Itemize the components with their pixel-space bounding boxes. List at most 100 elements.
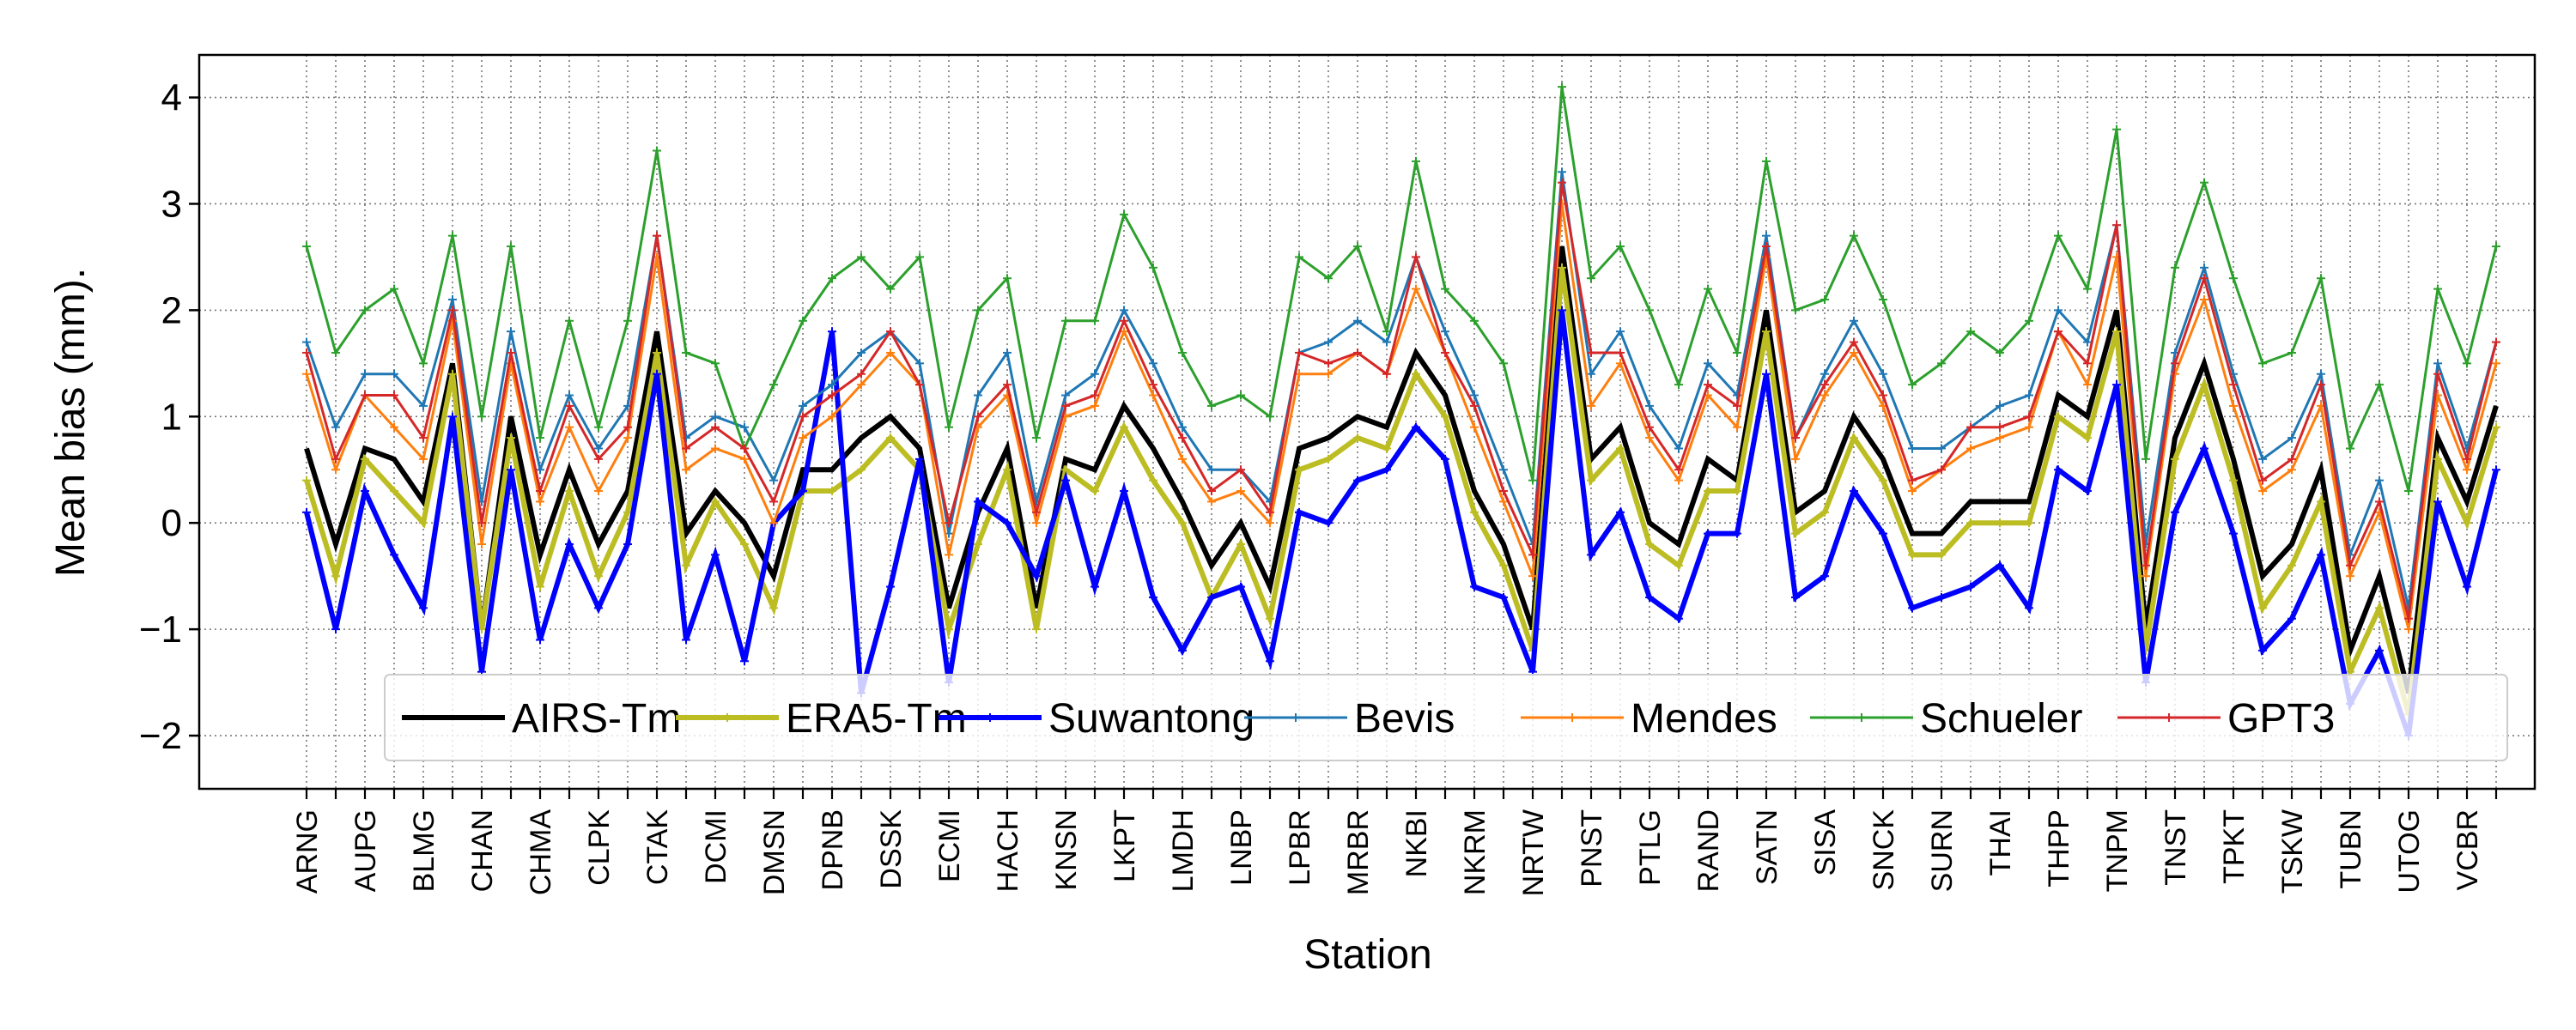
data-point-marker [1674, 560, 1683, 570]
legend-entry-bevis: Bevis [1244, 696, 1455, 742]
data-point-marker [477, 518, 486, 528]
data-point-marker [2433, 497, 2442, 506]
data-point-marker [1266, 412, 1274, 421]
data-point-marker [2433, 359, 2442, 368]
data-point-marker [886, 582, 895, 591]
data-point-marker [2258, 603, 2267, 613]
data-point-marker [1499, 487, 1508, 496]
x-tick-label: KNSN [1050, 809, 1083, 890]
data-point-marker [1674, 444, 1683, 453]
x-tick-label: NKBI [1400, 809, 1433, 877]
data-point-marker [2054, 412, 2063, 421]
data-point-marker [1558, 263, 1566, 272]
data-point-marker [1587, 476, 1595, 485]
data-point-marker [1120, 316, 1128, 325]
data-point-marker [419, 359, 428, 368]
data-point-marker [2287, 465, 2296, 475]
data-point-marker [1791, 306, 1800, 315]
data-point-marker [769, 518, 778, 528]
data-point-marker [1149, 263, 1157, 272]
data-point-marker [1061, 476, 1070, 485]
data-point-marker [1178, 645, 1187, 655]
data-point-marker [536, 433, 544, 443]
data-point-marker [1382, 444, 1391, 453]
data-point-marker [1120, 487, 1128, 496]
data-point-marker [1324, 337, 1333, 347]
data-point-marker [1558, 82, 1566, 92]
data-point-marker [2054, 465, 2063, 475]
data-point-marker [2054, 231, 2063, 240]
data-point-marker [857, 252, 866, 262]
data-point-marker [1966, 518, 1975, 528]
x-axis-ticks: ARNG AUPG BLMG CHAN CHMA CLPK CTAK DCMI DMSN DPNB… [291, 789, 2498, 896]
data-point-marker [1266, 657, 1274, 666]
data-point-marker [740, 454, 749, 464]
data-point-marker [2492, 242, 2500, 251]
data-point-marker [1966, 582, 1975, 591]
data-point-marker [1499, 465, 1508, 475]
data-point-marker [1412, 422, 1420, 432]
data-point-marker [945, 422, 953, 432]
data-point-marker [1236, 582, 1245, 591]
data-point-marker [828, 412, 836, 421]
data-point-marker [2346, 444, 2354, 453]
data-point-marker [361, 369, 369, 379]
data-point-marker [390, 284, 398, 294]
data-point-marker [1499, 497, 1508, 506]
x-tick-label: TNST [2160, 809, 2192, 886]
x-tick-label: SURN [1926, 809, 1959, 892]
series-schueler [302, 82, 2500, 496]
data-point-marker [477, 412, 486, 421]
data-point-marker [828, 380, 836, 390]
data-point-marker [2200, 295, 2208, 304]
data-point-marker [653, 231, 661, 240]
x-tick-label: DSSK [875, 809, 908, 889]
data-point-marker [1470, 391, 1479, 400]
data-point-marker [1236, 391, 1245, 400]
data-point-marker [1733, 401, 1741, 410]
data-point-marker [448, 412, 457, 421]
data-point-marker [974, 497, 982, 506]
data-point-marker [769, 476, 778, 485]
data-point-marker [1441, 327, 1449, 336]
data-point-marker [1908, 380, 1917, 390]
y-tick-label: 3 [161, 183, 182, 225]
data-point-marker [448, 231, 457, 240]
data-point-marker [1587, 401, 1595, 410]
data-point-marker [711, 444, 720, 453]
x-tick-label: LPBR [1284, 809, 1316, 886]
data-point-marker [1645, 592, 1654, 602]
data-point-marker [331, 572, 340, 581]
data-point-marker [828, 391, 836, 400]
data-point-marker [2258, 476, 2267, 485]
data-point-marker [2112, 221, 2121, 230]
data-point-marker [594, 487, 603, 496]
data-point-marker [1587, 550, 1595, 560]
data-point-marker [1470, 582, 1479, 591]
series-gpt3 [302, 178, 2500, 623]
data-point-marker [565, 401, 574, 410]
data-point-marker [1412, 369, 1420, 379]
data-point-marker [1149, 592, 1157, 602]
data-point-marker [1295, 507, 1303, 517]
data-point-marker [2287, 348, 2296, 357]
data-point-marker [2171, 507, 2179, 517]
x-tick-label: LKPT [1109, 809, 1141, 882]
x-tick-label: SNCK [1868, 809, 1900, 891]
data-point-marker [1704, 380, 1712, 390]
series-line [304, 267, 2499, 716]
x-tick-label: RAND [1692, 809, 1725, 892]
data-point-marker [1820, 572, 1829, 581]
data-point-marker [799, 401, 807, 410]
data-point-marker [1762, 369, 1771, 379]
data-point-marker [857, 369, 866, 379]
x-tick-label: NKRM [1459, 809, 1492, 895]
data-point-marker [2112, 327, 2121, 336]
data-point-marker [2492, 337, 2500, 347]
data-point-marker [799, 412, 807, 421]
data-point-marker [2404, 614, 2413, 623]
data-point-marker [711, 497, 720, 506]
data-point-marker [448, 306, 457, 315]
data-point-marker [507, 242, 515, 251]
